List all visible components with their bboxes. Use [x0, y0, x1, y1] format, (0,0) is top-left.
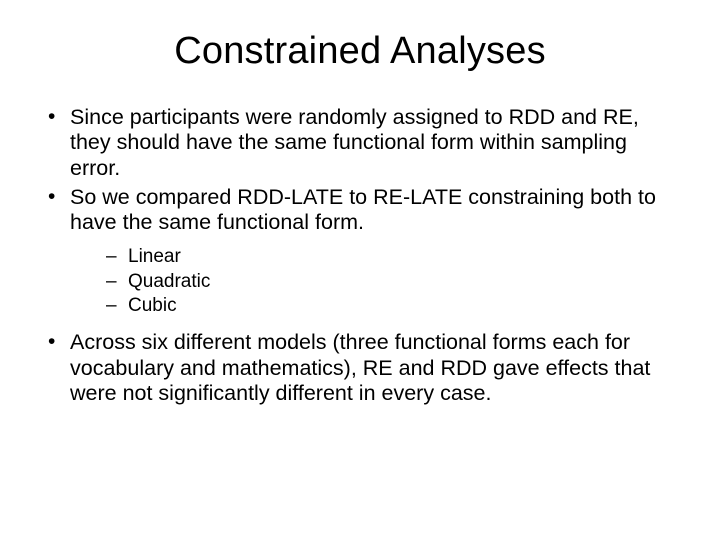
slide: Constrained Analyses Since participants …: [0, 0, 720, 540]
sub-bullet-text: Linear: [128, 246, 181, 267]
bullet-list: Since participants were randomly assigne…: [44, 105, 680, 406]
sub-bullet-text: Quadratic: [128, 271, 210, 292]
slide-title: Constrained Analyses: [40, 30, 680, 73]
sub-bullet-list: Linear Quadratic Cubic: [106, 246, 680, 318]
bullet-text: So we compared RDD-LATE to RE-LATE const…: [70, 185, 656, 234]
sub-bullet-item: Cubic: [106, 295, 680, 318]
bullet-text: Since participants were randomly assigne…: [70, 105, 639, 180]
sub-bullet-item: Linear: [106, 246, 680, 269]
bullet-item: So we compared RDD-LATE to RE-LATE const…: [44, 185, 680, 318]
bullet-item: Since participants were randomly assigne…: [44, 105, 680, 181]
bullet-item: Across six different models (three funct…: [44, 330, 680, 406]
sub-bullet-item: Quadratic: [106, 271, 680, 294]
bullet-text: Across six different models (three funct…: [70, 330, 650, 405]
sub-bullet-text: Cubic: [128, 295, 177, 316]
